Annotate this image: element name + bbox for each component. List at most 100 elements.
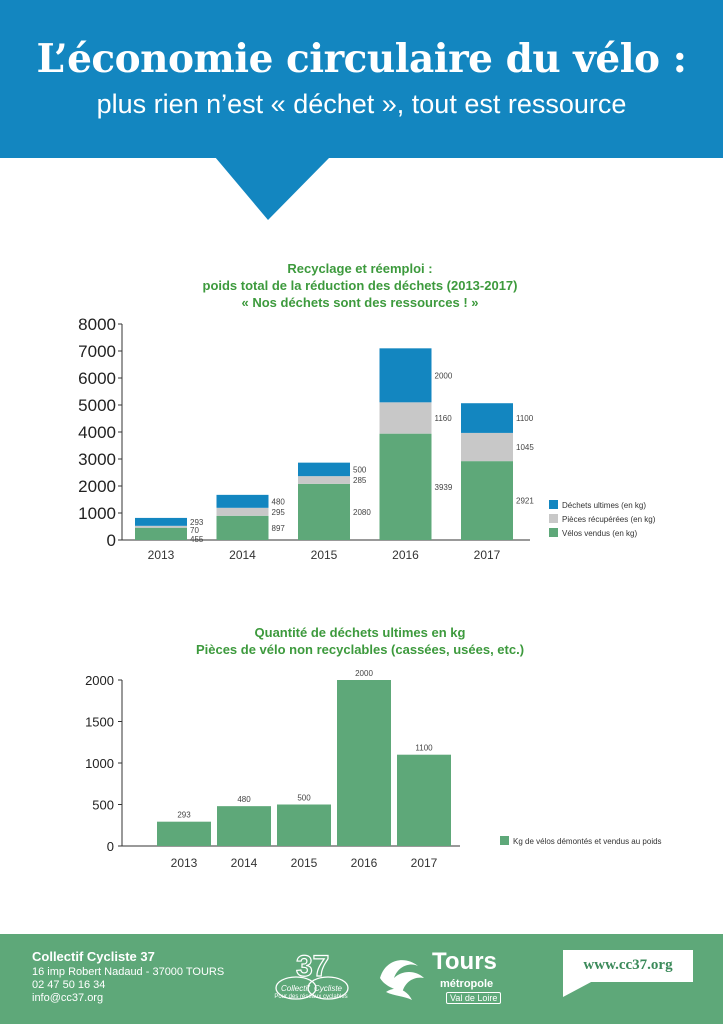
data-label: 500 (353, 465, 367, 474)
x-tick-label: 2015 (291, 856, 318, 870)
y-tick-label: 5000 (78, 396, 116, 415)
bar-segment (298, 462, 350, 477)
chart1-title: Recyclage et réemploi : poids total de l… (120, 260, 600, 311)
website-bubble[interactable] (563, 950, 693, 982)
legend-swatch (549, 500, 558, 509)
chart2-title: Quantité de déchets ultimes en kg Pièces… (120, 624, 600, 658)
bar (277, 804, 331, 846)
x-tick-label: 2014 (231, 856, 258, 870)
org-phone: 02 47 50 16 34 (32, 979, 106, 991)
data-label: 2921 (516, 497, 534, 506)
bar-segment (461, 403, 513, 433)
chart1-title-line: poids total de la réduction des déchets … (202, 278, 518, 293)
chart1-title-line: Recyclage et réemploi : (287, 261, 433, 276)
chart2-title-line: Pièces de vélo non recyclables (cassées,… (195, 642, 525, 657)
data-label: 1100 (516, 414, 534, 423)
x-tick-label: 2014 (229, 548, 256, 562)
data-label: 1160 (435, 414, 453, 423)
data-label: 70 (190, 526, 199, 535)
legend-swatch (549, 514, 558, 523)
x-tick-label: 2013 (148, 548, 175, 562)
bar (337, 680, 391, 846)
chart2-title-line: Quantité de déchets ultimes en kg (254, 625, 466, 640)
x-tick-label: 2016 (351, 856, 378, 870)
legend-swatch (549, 528, 558, 537)
y-tick-label: 6000 (78, 369, 116, 388)
bar-segment (216, 507, 269, 516)
data-label: 293 (177, 811, 191, 820)
svg-text:Collectif: Collectif (281, 984, 310, 993)
data-label: 455 (190, 535, 204, 544)
page-title: L’économie circulaire du vélo : (36, 36, 687, 82)
website-bubble-tail (563, 981, 593, 997)
bar-segment (135, 525, 187, 528)
y-tick-label: 2000 (85, 673, 114, 688)
bar (217, 806, 271, 846)
data-label: 500 (297, 794, 311, 803)
legend-swatch (500, 836, 509, 845)
data-label: 1100 (415, 744, 433, 753)
org-name: Collectif Cycliste 37 (32, 949, 155, 964)
data-label: 2080 (353, 508, 371, 517)
x-tick-label: 2017 (474, 548, 501, 562)
y-tick-label: 1000 (85, 756, 114, 771)
legend-label: Kg de vélos démontés et vendus au poids (513, 837, 662, 846)
data-label: 480 (237, 795, 251, 804)
x-tick-label: 2017 (411, 856, 438, 870)
data-label: 3939 (435, 483, 453, 492)
y-tick-label: 3000 (78, 450, 116, 469)
bar-segment (461, 432, 513, 462)
bar-segment (298, 483, 350, 540)
bar-segment (135, 517, 187, 526)
tours-val-de-loire-label: Val de Loire (446, 992, 502, 1004)
bar-segment (298, 476, 350, 484)
legend-label: Vélos vendus (en kg) (562, 529, 637, 538)
header-banner (0, 0, 723, 158)
y-tick-label: 2000 (78, 477, 116, 496)
logo-caption: Pour des réseaux cyclables (274, 994, 348, 1000)
bar-segment (379, 348, 432, 403)
bar-segment (216, 515, 269, 540)
bar-segment (135, 527, 187, 540)
x-tick-label: 2016 (392, 548, 419, 562)
data-label: 897 (272, 524, 286, 533)
footer: Collectif Cycliste 37 16 imp Robert Nada… (0, 934, 723, 1024)
legend-label: Déchets ultimes (en kg) (562, 501, 646, 510)
y-tick-label: 7000 (78, 342, 116, 361)
data-label: 295 (272, 508, 286, 517)
legend-label: Pièces récupérées (en kg) (562, 515, 656, 524)
data-label: 1045 (516, 443, 534, 452)
bar (157, 821, 211, 846)
data-label: 480 (272, 497, 286, 506)
data-label: 2000 (355, 669, 373, 678)
y-tick-label: 500 (92, 798, 114, 813)
y-tick-label: 0 (107, 531, 116, 550)
collectif-cycliste-logo: 37 Collectif Cycliste (275, 949, 349, 1000)
bar-chart: 0 500 1000 1500 2000 293 2013 480 2014 500 2015 200… (85, 669, 662, 870)
bar-segment (216, 494, 269, 508)
speech-bubble-tail (215, 157, 330, 220)
bar-segment (461, 461, 513, 540)
y-tick-label: 1500 (85, 715, 114, 730)
data-label: 2000 (435, 371, 453, 380)
data-label: 293 (190, 518, 204, 527)
y-tick-label: 8000 (78, 315, 116, 334)
chart1-title-line: « Nos déchets sont des ressources ! » (241, 295, 479, 310)
svg-text:Cycliste: Cycliste (314, 984, 343, 993)
bar-segment (379, 433, 432, 540)
tours-metropole-logo (380, 960, 424, 1000)
svg-text:37: 37 (296, 950, 329, 983)
y-tick-label: 1000 (78, 504, 116, 523)
bar (397, 754, 451, 846)
page-subtitle: plus rien n’est « déchet », tout est res… (96, 89, 627, 119)
website-link[interactable]: www.cc37.org (583, 957, 673, 973)
bar-segment (379, 402, 432, 434)
data-label: 285 (353, 476, 367, 485)
tours-metropole-label: métropole (440, 978, 494, 990)
org-address: 16 imp Robert Nadaud - 37000 TOURS (32, 966, 225, 978)
x-tick-label: 2015 (311, 548, 338, 562)
y-tick-label: 0 (107, 839, 114, 854)
stacked-bar-chart: 0 1000 2000 3000 4000 5000 6000 7000 8000 2013 293… (78, 315, 656, 562)
tours-wordmark: Tours (432, 948, 497, 975)
org-email[interactable]: info@cc37.org (32, 992, 104, 1004)
